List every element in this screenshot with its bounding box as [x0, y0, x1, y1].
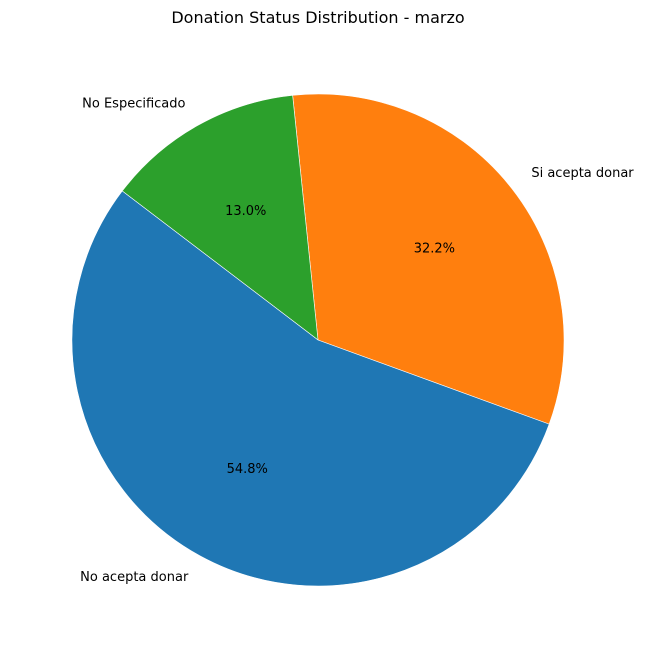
chart-title: Donation Status Distribution - marzo	[171, 8, 464, 27]
pie-slices	[71, 93, 565, 587]
slice-label-3: No acepta donar	[80, 570, 189, 585]
pie-labels: Si acepta donar 32.2% No Especificado 13.0%…	[80, 97, 634, 585]
slice-label-2: No Especificado	[82, 97, 185, 112]
pie-slice-3	[71, 190, 550, 587]
pie-slice-2	[121, 94, 319, 341]
slice-percent-label-1: 32.2%	[414, 242, 455, 257]
pie-slice-1	[292, 93, 565, 425]
slice-label-1: Si acepta donar	[531, 166, 634, 181]
slice-percent-label-2: 13.0%	[225, 204, 266, 219]
slice-percent-label-3: 54.8%	[227, 462, 268, 477]
